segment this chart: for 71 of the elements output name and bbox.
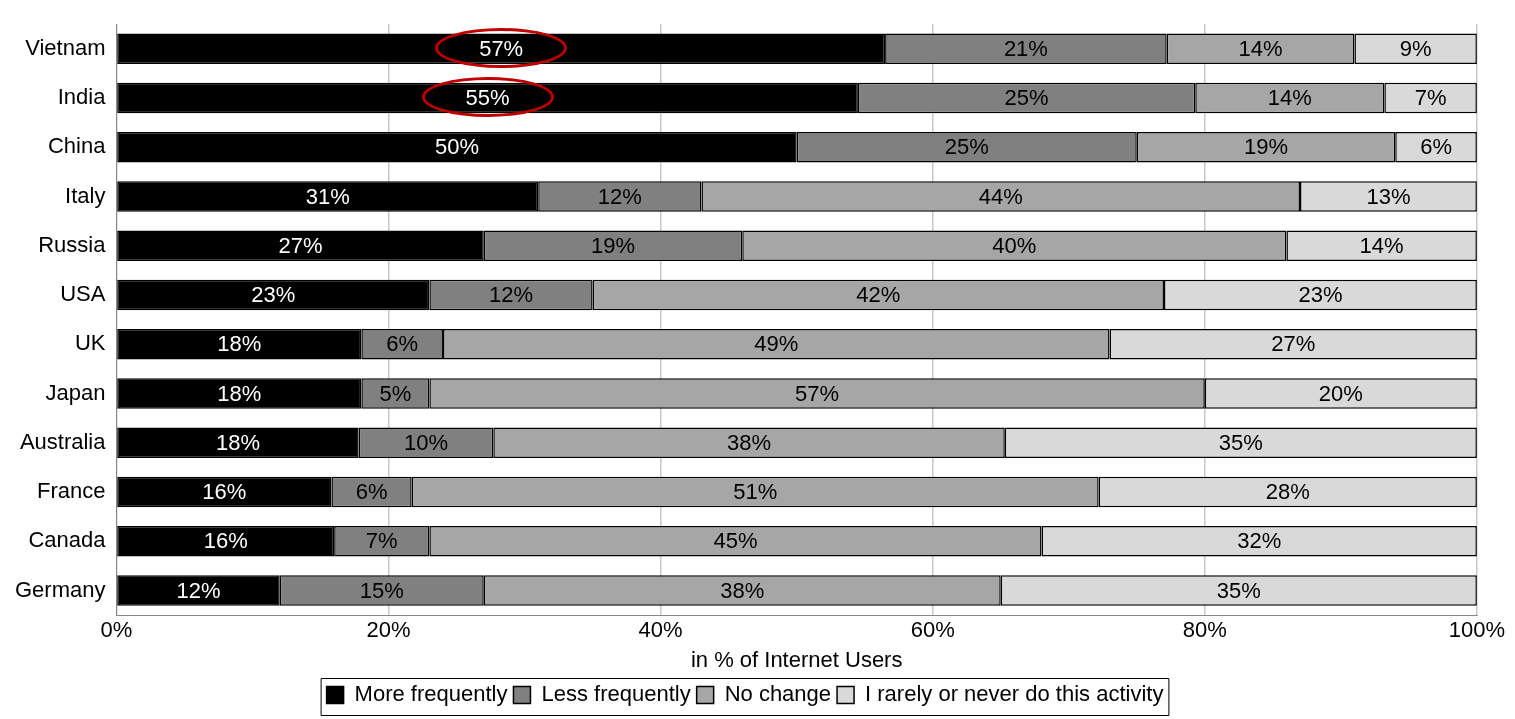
x-tick-label: 80% [1182,617,1227,643]
data-label: 12% [488,282,534,308]
y-tick-label: USA [60,281,106,307]
data-label: 6% [1420,134,1452,160]
y-tick-label: India [57,84,107,110]
y-tick-label: Germany [14,576,106,602]
data-label: 35% [1216,577,1261,603]
data-label: 10% [403,429,448,455]
x-tick-label: 20% [366,617,411,643]
data-label: 7% [365,528,398,554]
data-label: 57% [795,380,840,406]
legend-label: More frequently [354,681,508,707]
data-label: 19% [1243,134,1289,160]
data-label: 6% [355,479,388,505]
data-label: 18% [215,429,260,455]
data-label: 14% [1267,85,1312,111]
data-label: 15% [359,577,404,603]
x-tick-label: 0% [100,617,133,643]
data-label: 20% [1318,380,1363,406]
data-label: 21% [1003,35,1048,61]
data-label: 16% [202,479,247,505]
data-label: 38% [727,429,772,455]
data-label: 13% [1366,183,1411,209]
legend-label: I rarely or never do this activity [865,681,1164,707]
data-label: 50% [434,134,479,160]
data-label: 23% [1298,282,1343,308]
data-label: 44% [978,183,1023,209]
data-label: 12% [597,183,642,209]
data-label: 31% [305,183,350,209]
y-tick-label: Japan [45,379,106,405]
data-label: 40% [992,232,1037,258]
data-label: 6% [386,331,419,357]
data-label: 23% [251,282,296,308]
y-tick-label: France [36,478,106,504]
y-tick-label: Italy [65,182,106,208]
data-label: 18% [217,380,262,406]
legend-label: No change [724,681,832,707]
y-tick-label: China [47,133,107,159]
data-label: 9% [1399,35,1432,61]
data-label: 38% [720,577,765,603]
data-label: 25% [1004,85,1049,111]
y-tick-label: Russia [38,231,107,257]
data-label: 27% [1271,331,1316,357]
data-label: 55% [465,85,510,111]
data-label: 7% [1414,85,1447,111]
y-tick-label: Australia [19,428,107,454]
data-label: 49% [754,331,799,357]
legend-label: Less frequently [541,681,691,707]
data-label: 14% [1359,232,1404,258]
data-label: 14% [1238,35,1283,61]
data-label: 19% [590,232,636,258]
data-label: 45% [713,528,758,554]
y-tick-label: UK [74,330,106,356]
data-label: 25% [944,134,989,160]
y-tick-label: Vietnam [25,34,106,60]
data-label: 18% [217,331,262,357]
x-tick-label: 100% [1448,617,1506,643]
data-label: 28% [1265,479,1310,505]
x-tick-label: 40% [638,617,683,643]
data-label: 27% [278,232,323,258]
data-label: 42% [856,282,901,308]
data-label: 32% [1237,528,1282,554]
y-tick-label: Canada [28,527,107,553]
data-label: 12% [176,577,221,603]
data-label: 51% [733,479,778,505]
x-tick-label: 60% [910,617,955,643]
data-label: 5% [379,380,412,406]
data-label: 57% [479,35,524,61]
x-axis-title: in % of Internet Users [690,646,903,672]
data-label: 35% [1218,429,1263,455]
data-label: 16% [203,528,248,554]
